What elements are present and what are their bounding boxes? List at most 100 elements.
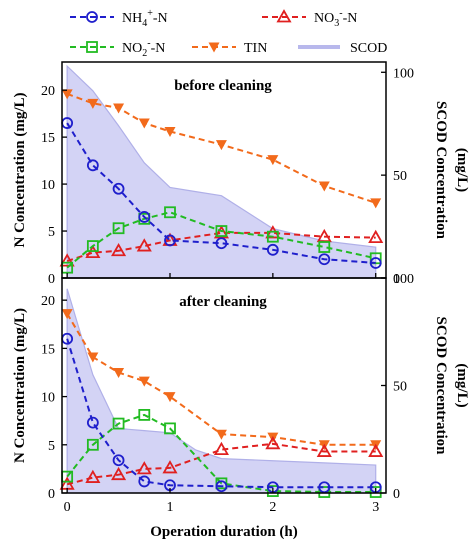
point-no2: [164, 206, 176, 219]
legend-marker-tin: [208, 42, 220, 53]
point-no2: [318, 241, 331, 253]
ylabel-right-line: SCOD Concentration: [433, 101, 449, 240]
point-nh4: [112, 454, 125, 467]
series-no3: [59, 436, 384, 490]
point-no3: [265, 436, 281, 450]
legend-item-scod: SCOD: [298, 41, 387, 56]
panel-before: 0 5 10 15 20 0 50 100 before cleaning N Concentra…: [12, 61, 470, 287]
point-no3: [368, 229, 384, 244]
point-no2: [215, 225, 228, 237]
xtick-label: 1: [167, 500, 174, 515]
legend-marker-no3: [276, 9, 292, 23]
point-tin: [138, 118, 150, 129]
point-nh4: [369, 257, 382, 269]
series-line-nh4: [66, 338, 376, 489]
point-no2: [266, 485, 279, 497]
point-no3: [111, 466, 127, 481]
point-nh4: [318, 253, 331, 266]
point-tin: [61, 89, 73, 100]
point-no2: [369, 252, 382, 265]
x-axis: 0 1 2 3 Operation duration (h): [64, 273, 379, 540]
ytick-left-label: 20: [41, 84, 55, 99]
point-no3: [368, 443, 384, 457]
point-nh4: [318, 481, 331, 494]
point-no2: [86, 240, 99, 252]
legend-label-scod: SCOD: [350, 41, 387, 56]
point-tin: [87, 352, 99, 363]
xtick-label: 2: [269, 500, 276, 515]
ylabel-right-line: (mg/L): [454, 148, 470, 192]
panel-after: 0 5 10 15 20 0 50 100 after cleaning N Concentrat…: [12, 272, 470, 502]
point-no3: [85, 469, 101, 483]
ytick-left-label: 5: [48, 225, 55, 240]
point-tin: [164, 126, 176, 137]
point-no3: [136, 238, 152, 252]
point-nh4: [112, 182, 125, 195]
ytick-left-label: 5: [48, 439, 55, 454]
series-line-nh4: [66, 122, 376, 264]
point-nh4: [86, 416, 99, 429]
ytick-left-label: 20: [41, 294, 55, 309]
legend-label-tin: TIN: [244, 41, 267, 56]
ylabel-left: N Concentration (mg/L): [12, 308, 28, 463]
point-tin: [164, 392, 176, 403]
point-no3: [316, 443, 332, 457]
point-tin: [113, 103, 125, 114]
ytick-left-label: 10: [41, 178, 55, 193]
xlabel: Operation duration (h): [150, 524, 298, 540]
legend-marker-no2: [86, 41, 98, 53]
point-tin: [215, 429, 227, 440]
ytick-right-label: 0: [393, 487, 400, 502]
legend: NH4+-N NO3--N NO2--N TIN SCOD: [70, 8, 387, 59]
panel-title: after cleaning: [179, 294, 267, 310]
point-no3: [213, 441, 229, 456]
ytick-right-label: 0: [393, 272, 400, 287]
scod-area: [66, 64, 377, 279]
series-line-no3: [66, 442, 376, 486]
point-no3: [162, 460, 178, 474]
xtick-label: 3: [372, 500, 379, 515]
point-tin: [138, 376, 150, 387]
ylabel-left: N Concentration (mg/L): [12, 93, 28, 248]
point-no3: [111, 242, 127, 257]
ytick-left-label: 15: [41, 131, 55, 146]
point-no2: [318, 486, 331, 498]
ylabel-right-line: (mg/L): [454, 363, 470, 407]
point-tin: [113, 367, 125, 378]
point-no2: [112, 222, 125, 235]
ytick-left-label: 0: [48, 487, 55, 502]
point-nh4: [164, 234, 176, 247]
point-no2: [138, 409, 151, 421]
ytick-left-label: 10: [41, 391, 55, 406]
legend-item-tin: TIN: [192, 41, 267, 56]
point-nh4: [266, 243, 279, 256]
ytick-left-label: 0: [48, 272, 55, 287]
legend-label-nh4: NH4+-N: [122, 8, 168, 29]
series-line-no2: [66, 413, 376, 494]
point-nh4: [215, 237, 228, 250]
series-tin: [61, 89, 382, 209]
series-tin: [61, 309, 382, 451]
ytick-right-label: 50: [393, 380, 407, 395]
panel-title: before cleaning: [174, 78, 272, 94]
xtick-label: 0: [64, 500, 71, 515]
ytick-right-label: 50: [393, 169, 407, 184]
point-tin: [267, 155, 279, 166]
legend-label-no3: NO3--N: [314, 8, 357, 29]
point-tin: [370, 198, 382, 209]
series-line-no3: [66, 231, 376, 263]
legend-item-nh4: NH4+-N: [70, 8, 168, 29]
point-no2: [86, 438, 99, 451]
point-nh4: [138, 475, 151, 488]
ytick-right-label: 100: [393, 66, 414, 81]
legend-label-no2: NO2--N: [122, 38, 165, 59]
ylabel-right-line: SCOD Concentration: [433, 317, 449, 456]
series-nh4: [61, 117, 382, 269]
point-no3: [136, 461, 152, 475]
series-line-tin: [66, 313, 376, 446]
point-no2: [369, 486, 382, 498]
point-tin: [215, 140, 227, 151]
ytick-right-label: 100: [393, 272, 414, 287]
